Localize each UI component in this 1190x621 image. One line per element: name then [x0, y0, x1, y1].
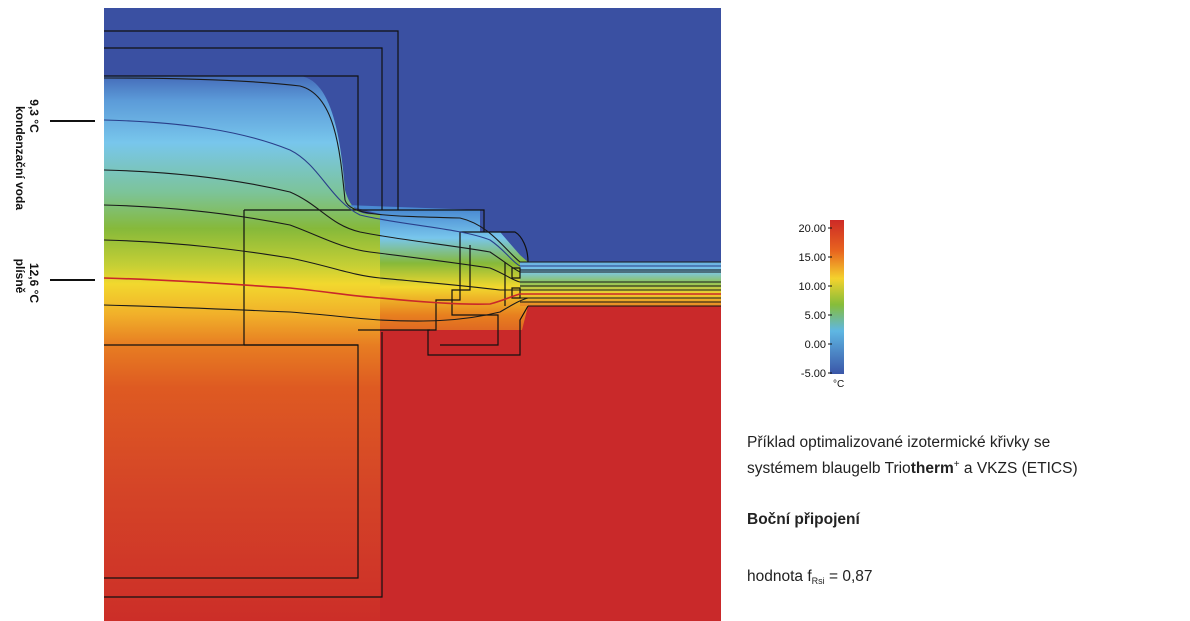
annotation-lower-value: 12,6 °C — [27, 263, 41, 303]
construction-outlines — [104, 30, 529, 598]
isotherm-1 — [103, 77, 721, 263]
color-scale-ticks — [828, 227, 832, 374]
scale-tick-label: 0.00 — [805, 339, 826, 351]
interior-below-frame — [380, 330, 530, 621]
annotation-upper-value: 9,3 °C — [27, 99, 41, 133]
scale-tick-label: 10.00 — [798, 281, 826, 293]
scale-tick-label: 5.00 — [805, 310, 826, 322]
isotherm-3 — [103, 169, 721, 273]
isotherm-7 — [103, 297, 721, 322]
scale-tick-label: 15.00 — [798, 252, 826, 264]
isotherm-lines — [103, 77, 721, 322]
caption: Příklad optimalizované izotermické křivk… — [747, 432, 1187, 480]
caption-line-2-suffix: a VKZS (ETICS) — [959, 460, 1078, 478]
caption-line-2-prefix: systémem blaugelb Trio — [747, 460, 911, 478]
isotherm-2 — [103, 119, 721, 267]
frsi-number: = 0,87 — [824, 568, 873, 585]
annotation-lower: 12,6 °C plísně — [13, 259, 95, 303]
section-heading: Boční připojení — [747, 511, 860, 528]
isotherm-5 — [103, 239, 721, 291]
annotation-upper: 9,3 °C kondenzační voda — [13, 99, 95, 210]
caption-brand-plus: + — [953, 459, 960, 470]
caption-line-2: systémem blaugelb Triotherm+ a VKZS (ETI… — [747, 454, 1187, 480]
annotation-lower-text: plísně — [13, 259, 27, 294]
frsi-label: hodnota f — [747, 568, 812, 585]
scale-tick-label: 20.00 — [798, 223, 826, 235]
isotherm-critical — [103, 277, 721, 305]
frsi-subscript: Rsi — [811, 576, 825, 586]
isotherm-4 — [103, 204, 721, 283]
wall-section — [104, 76, 380, 621]
annotation-upper-text: kondenzační voda — [13, 106, 27, 210]
glazing-section — [520, 262, 721, 306]
color-scale: 20.00 15.00 10.00 5.00 0.00 -5.00 °C — [798, 220, 844, 390]
caption-line-1: Příklad optimalizované izotermické křivk… — [747, 434, 1051, 451]
frsi-value: hodnota fRsi = 0,87 — [747, 568, 873, 586]
scale-tick-label: -5.00 — [801, 368, 826, 380]
scale-unit: °C — [833, 379, 844, 390]
color-scale-bar — [830, 220, 844, 374]
caption-brand-bold: therm — [910, 460, 954, 478]
